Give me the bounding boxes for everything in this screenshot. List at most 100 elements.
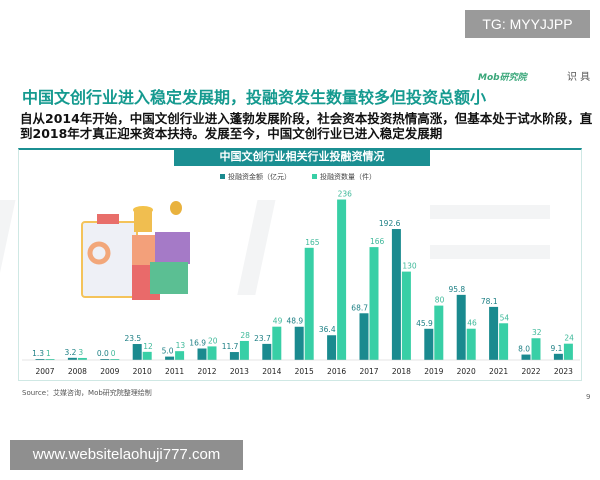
data-label: 130 — [402, 262, 417, 271]
data-label: 166 — [370, 237, 385, 246]
source-note: Source：艾媒咨询，Mob研究院整理绘制 — [22, 389, 152, 397]
bar-count-2011 — [175, 351, 185, 360]
watermark-graphic — [0, 200, 550, 295]
data-label: 20 — [208, 336, 218, 345]
tg-overlay: TG: MYYJJPP — [465, 10, 590, 38]
x-tick-label: 2008 — [68, 367, 87, 376]
bar-count-2008 — [77, 357, 87, 360]
data-label: 165 — [305, 238, 320, 247]
partner-logo: 识 具 — [567, 72, 591, 83]
x-tick-label: 2021 — [489, 367, 508, 376]
data-label: 0.0 — [97, 349, 109, 358]
data-label: 24 — [564, 334, 574, 343]
x-tick-label: 2014 — [262, 367, 281, 376]
bar-count-2023 — [563, 343, 573, 360]
bar-count-2013 — [239, 340, 249, 360]
x-tick-label: 2013 — [230, 367, 249, 376]
bar-count-2017 — [369, 247, 379, 360]
x-tick-label: 2007 — [35, 367, 54, 376]
bar-amount-2013 — [229, 352, 239, 360]
x-tick-label: 2015 — [295, 367, 314, 376]
data-label: 1 — [46, 349, 51, 358]
bar-amount-2019 — [424, 328, 434, 360]
x-tick-label: 2018 — [392, 367, 411, 376]
data-label: 48.9 — [286, 317, 303, 326]
bar-amount-2016 — [327, 335, 337, 360]
bar-amount-2017 — [359, 313, 369, 360]
bar-count-2021 — [499, 323, 509, 360]
data-label: 13 — [176, 341, 186, 350]
x-tick-label: 2017 — [359, 367, 378, 376]
data-label: 95.8 — [448, 285, 465, 294]
bar-count-2020 — [466, 328, 476, 360]
data-label: 236 — [338, 190, 353, 199]
page-number: 9 — [586, 393, 591, 401]
data-label: 192.6 — [379, 219, 401, 228]
data-label: 36.4 — [319, 325, 336, 334]
mob-logo: Mob研究院 — [478, 73, 527, 83]
bar-count-2015 — [304, 247, 314, 360]
x-tick-label: 2010 — [133, 367, 152, 376]
bar-amount-2021 — [489, 306, 499, 360]
bar-amount-2022 — [521, 354, 531, 360]
x-tick-label: 2020 — [457, 367, 476, 376]
bar-amount-2012 — [197, 348, 207, 360]
bar-count-2007 — [45, 359, 55, 360]
x-tick-label: 2019 — [424, 367, 443, 376]
data-label: 28 — [240, 331, 250, 340]
data-label: 32 — [532, 328, 542, 337]
data-label: 23.5 — [124, 334, 141, 343]
data-label: 68.7 — [351, 303, 368, 312]
data-label: 80 — [435, 296, 445, 305]
legend-label: 投融资金额（亿元） — [228, 172, 291, 181]
data-label: 78.1 — [481, 297, 498, 306]
bar-count-2018 — [401, 271, 411, 360]
bar-count-2012 — [207, 346, 217, 360]
slide-title: 中国文创行业进入稳定发展期，投融资发生数量较多但投资总额小 — [22, 88, 487, 107]
data-label: 1.3 — [32, 349, 44, 358]
data-label: 54 — [500, 313, 510, 322]
illustration — [81, 201, 190, 300]
bar-amount-2015 — [294, 326, 304, 360]
bar-amount-2009 — [100, 359, 110, 360]
bar-amount-2008 — [67, 357, 77, 360]
legend-swatch — [312, 174, 317, 179]
chart-title: 中国文创行业相关行业投融资情况 — [174, 148, 430, 166]
bar-count-2014 — [272, 326, 282, 360]
slide-subtitle: 自从2014年开始，中国文创行业进入蓬勃发展阶段，社会资本投资热情高涨，但基本处… — [20, 111, 593, 141]
legend-label: 投融资数量（件） — [320, 172, 376, 181]
bar-amount-2023 — [553, 353, 563, 360]
data-label: 0 — [111, 349, 116, 358]
data-label: 3.2 — [64, 348, 76, 357]
data-label: 9.1 — [550, 344, 562, 353]
bar-amount-2010 — [132, 344, 142, 360]
data-label: 46 — [467, 319, 477, 328]
x-tick-label: 2016 — [327, 367, 346, 376]
data-label: 11.7 — [222, 342, 239, 351]
legend-swatch — [220, 174, 225, 179]
data-label: 45.9 — [416, 319, 433, 328]
x-tick-label: 2022 — [521, 367, 540, 376]
bar-count-2016 — [337, 199, 347, 360]
x-tick-label: 2011 — [165, 367, 184, 376]
bar-amount-2007 — [35, 359, 45, 360]
bar-count-2009 — [110, 359, 120, 360]
data-label: 23.7 — [254, 334, 271, 343]
data-label: 49 — [273, 317, 283, 326]
data-label: 3 — [78, 348, 83, 357]
bar-count-2010 — [142, 351, 152, 360]
bar-count-2019 — [434, 305, 444, 360]
x-tick-label: 2023 — [554, 367, 573, 376]
bar-count-2022 — [531, 338, 541, 360]
x-tick-label: 2009 — [100, 367, 119, 376]
data-label: 16.9 — [189, 339, 206, 348]
bar-amount-2014 — [262, 343, 272, 360]
bar-amount-2011 — [165, 356, 175, 360]
data-label: 12 — [143, 342, 153, 351]
bar-amount-2018 — [391, 229, 401, 360]
x-tick-label: 2012 — [197, 367, 216, 376]
data-label: 5.0 — [162, 347, 174, 356]
bar-amount-2020 — [456, 294, 466, 360]
data-label: 8.0 — [518, 345, 530, 354]
